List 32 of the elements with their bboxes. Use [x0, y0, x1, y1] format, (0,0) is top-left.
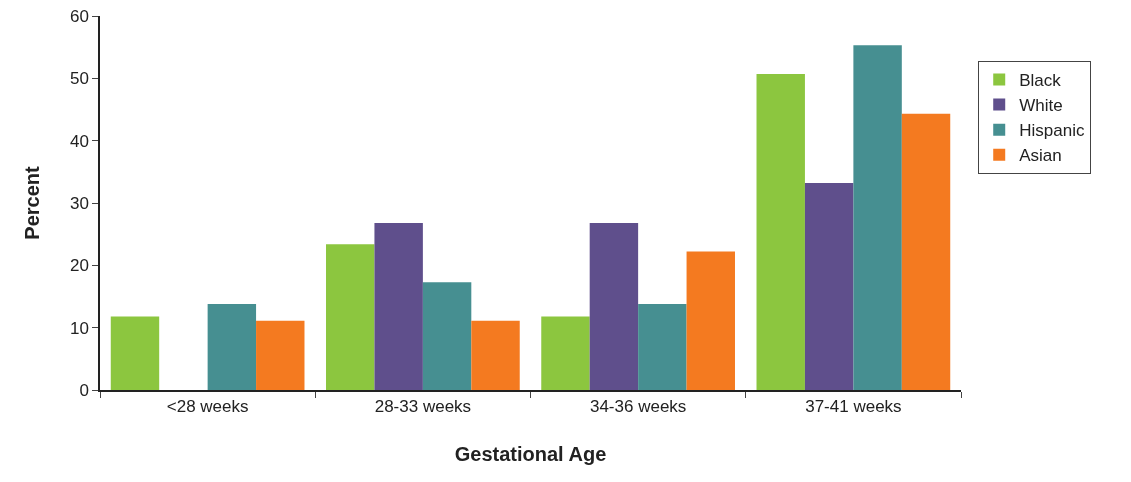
x-tick-label: 37-41 weeks — [805, 397, 902, 417]
bar — [256, 320, 305, 390]
bar — [471, 320, 520, 390]
bar — [589, 222, 639, 390]
y-tick-label: 40 — [69, 131, 89, 151]
legend-label: White — [1019, 96, 1063, 116]
y-tick-label: 0 — [79, 380, 89, 400]
y-tick-label: 30 — [69, 193, 89, 213]
bar — [853, 45, 902, 390]
y-tick-label: 60 — [69, 6, 89, 26]
bar — [638, 303, 687, 390]
x-tick-label: 28-33 weeks — [374, 397, 472, 417]
y-tick-label: 20 — [69, 256, 89, 276]
legend-label: Hispanic — [1019, 121, 1085, 141]
bar — [686, 251, 735, 390]
bar — [756, 73, 805, 390]
x-tick-label: <28 weeks — [166, 397, 249, 417]
y-axis-title: Percent — [20, 165, 43, 240]
y-tick-label: 50 — [69, 69, 89, 89]
y-tick-label: 10 — [69, 318, 89, 338]
x-tick-label: 34-36 weeks — [589, 397, 687, 417]
bar — [804, 183, 854, 390]
x-axis-title: Gestational Age — [454, 443, 607, 466]
bar — [541, 316, 590, 390]
bar — [110, 316, 160, 390]
bar — [207, 303, 257, 390]
bar — [374, 222, 423, 390]
bar — [326, 244, 375, 390]
legend-label: Asian — [1019, 146, 1062, 166]
bar — [422, 282, 472, 390]
legend-label: Black — [1019, 71, 1062, 91]
bar — [901, 113, 951, 390]
